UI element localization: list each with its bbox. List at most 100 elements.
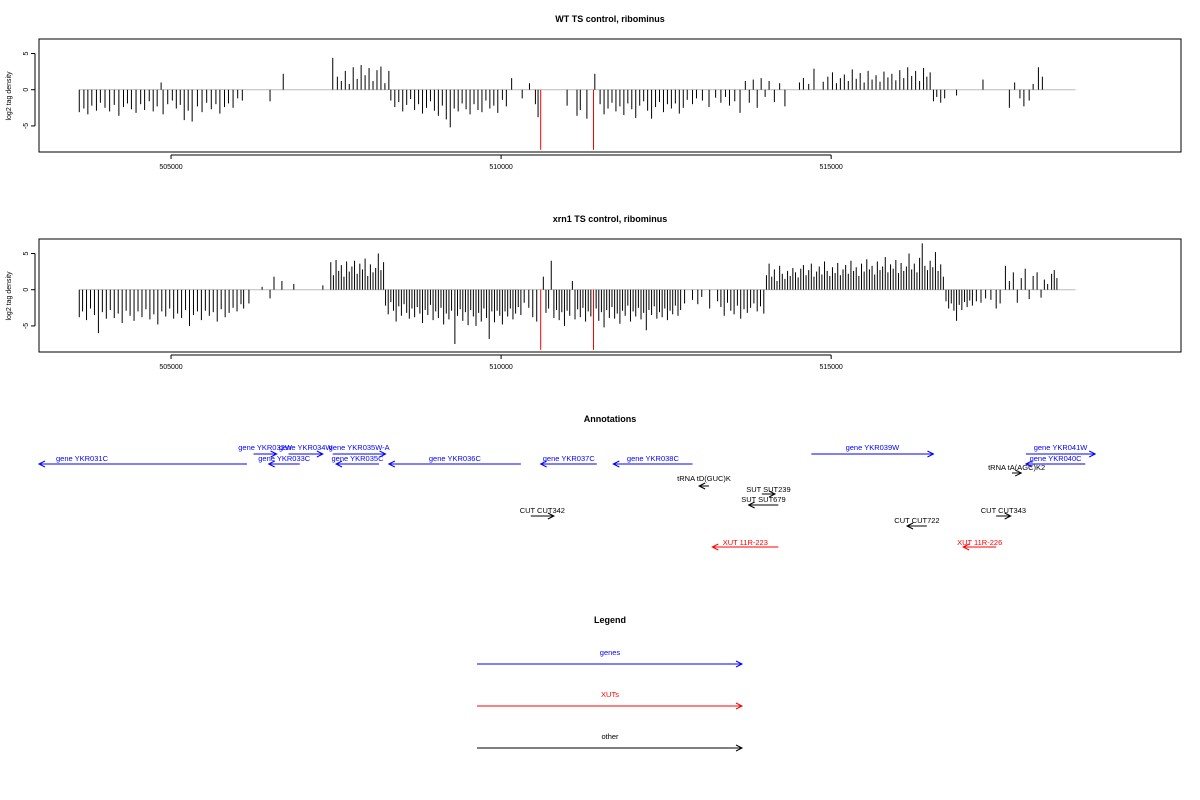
annotation-feature: gene YKR036C xyxy=(387,454,521,468)
feature-label: SUT SUT239 xyxy=(746,485,790,494)
feature-label: CUT CUT722 xyxy=(894,516,939,525)
feature-arrow-head xyxy=(1004,512,1012,520)
annotation-feature: tRNA tD(GUC)K xyxy=(677,474,731,490)
feature-arrow-head xyxy=(270,450,278,458)
bar-layer xyxy=(78,243,1076,350)
annotation-feature: XUT 11R-223 xyxy=(711,538,779,551)
feature-label: gene YKR040C xyxy=(1030,454,1083,463)
feature-arrow-head xyxy=(267,460,275,468)
feature-arrow-head xyxy=(697,482,706,490)
annotation-feature: gene YKR039W xyxy=(811,443,935,458)
feature-label: CUT CUT342 xyxy=(520,506,565,515)
x-tick-label: 510000 xyxy=(489,364,512,371)
plot-frame xyxy=(38,38,1182,153)
y-tick-label: 0 xyxy=(23,288,30,292)
annotation-feature: gene YKR041W xyxy=(1025,443,1097,458)
legend-item: XUTs xyxy=(477,690,744,710)
feature-label: gene YKR041W xyxy=(1034,443,1089,452)
annotations-title: Annotations xyxy=(584,414,637,424)
panel-title: xrn1 TS control, ribominus xyxy=(553,214,668,224)
feature-label: gene YKR036C xyxy=(429,454,482,463)
annotation-feature: gene YKR032W xyxy=(238,443,293,458)
legend-item: other xyxy=(477,732,744,752)
legend-title: Legend xyxy=(594,615,626,625)
legend-label: XUTs xyxy=(601,690,619,699)
legend-items: genes XUTs other xyxy=(477,648,744,752)
legend-arrow-head xyxy=(735,744,744,752)
xrn1-ts-control-panel: xrn1 TS control, ribominus log2 tag dens… xyxy=(6,214,1182,371)
wt-ts-control-panel: WT TS control, ribominus log2 tag densit… xyxy=(6,14,1182,171)
annotation-feature: gene YKR035C xyxy=(332,454,385,468)
feature-arrow-head xyxy=(334,460,343,468)
feature-arrow-head xyxy=(927,450,935,458)
feature-arrow-head xyxy=(747,501,755,509)
feature-label: SUT SUT679 xyxy=(741,495,785,504)
x-tick-label: 515000 xyxy=(819,164,842,171)
annotation-feature: gene YKR040C xyxy=(1024,454,1086,468)
feature-arrow-head xyxy=(711,543,719,551)
annotation-feature: gene YKR031C xyxy=(37,454,247,468)
legend-arrow-head xyxy=(735,702,744,710)
feature-arrow-head xyxy=(37,460,46,468)
legend-label: other xyxy=(601,732,619,741)
legend: Legend genes XUTs other xyxy=(477,615,744,752)
annotation-feature: XUT 11R-226 xyxy=(957,538,1002,551)
feature-label: gene YKR035W-A xyxy=(329,443,390,452)
annotation-feature: gene YKR035W-A xyxy=(329,443,390,458)
feature-label: gene YKR037C xyxy=(543,454,596,463)
feature-arrow-head xyxy=(1024,460,1033,468)
x-tick-label: 505000 xyxy=(159,164,182,171)
feature-label: CUT CUT343 xyxy=(981,506,1026,515)
annotation-feature: SUT SUT239 xyxy=(746,485,791,498)
feature-arrow-head xyxy=(379,450,387,458)
bar-layer xyxy=(78,57,1076,150)
y-tick-label: -5 xyxy=(23,323,30,329)
feature-label: gene YKR038C xyxy=(627,454,680,463)
feature-arrow-head xyxy=(547,512,556,520)
feature-label: XUT 11R-226 xyxy=(957,538,1002,547)
feature-label: gene YKR039W xyxy=(846,443,901,452)
feature-arrow-head xyxy=(962,543,970,551)
y-tick-label: -5 xyxy=(23,123,30,129)
feature-arrow-head xyxy=(905,522,914,530)
feature-label: gene YKR035C xyxy=(332,454,385,463)
plot-frame xyxy=(38,238,1182,353)
annotation-feature: SUT SUT679 xyxy=(741,495,786,509)
annotation-feature: tRNA tA(AGC)K2 xyxy=(988,463,1045,477)
feature-arrow-head xyxy=(768,490,777,498)
feature-label: tRNA tA(AGC)K2 xyxy=(988,463,1045,472)
feature-label: gene YKR031C xyxy=(56,454,109,463)
feature-arrow-head xyxy=(387,460,396,468)
feature-label: gene YKR033C xyxy=(258,454,311,463)
feature-arrow-head xyxy=(1088,450,1097,458)
annotation-feature: gene YKR037C xyxy=(539,454,597,468)
annotation-feature: CUT CUT342 xyxy=(520,506,565,520)
feature-label: tRNA tD(GUC)K xyxy=(677,474,731,483)
legend-arrow-head xyxy=(735,660,744,668)
y-axis-label: log2 tag density xyxy=(6,271,13,321)
annotation-features: gene YKR031C gene YKR032W gene YKR033C gene… xyxy=(37,443,1097,551)
y-axis-label: log2 tag density xyxy=(6,71,13,121)
feature-label: XUT 11R-223 xyxy=(723,538,768,547)
x-tick-label: 505000 xyxy=(159,364,182,371)
feature-arrow-head xyxy=(612,460,620,468)
feature-arrow-head xyxy=(539,460,547,468)
annotation-feature: gene YKR038C xyxy=(612,454,693,468)
feature-label: gene YKR032W xyxy=(238,443,293,452)
x-tick-label: 515000 xyxy=(819,364,842,371)
y-tick-label: 5 xyxy=(23,251,30,255)
y-tick-label: 5 xyxy=(23,51,30,55)
annotation-feature: gene YKR034W xyxy=(279,443,334,458)
feature-arrow-head xyxy=(1015,469,1023,477)
legend-item: genes xyxy=(477,648,744,668)
feature-label: gene YKR034W xyxy=(279,443,334,452)
panel-title: WT TS control, ribominus xyxy=(555,14,665,24)
annotation-feature: CUT CUT343 xyxy=(981,506,1026,520)
y-tick-label: 0 xyxy=(23,88,30,92)
axes-layer: -5 0 5 505000 510000 515000 xyxy=(23,251,843,371)
x-tick-label: 510000 xyxy=(489,164,512,171)
axes-layer: -5 0 5 505000 510000 515000 xyxy=(23,51,843,171)
legend-label: genes xyxy=(600,648,621,657)
